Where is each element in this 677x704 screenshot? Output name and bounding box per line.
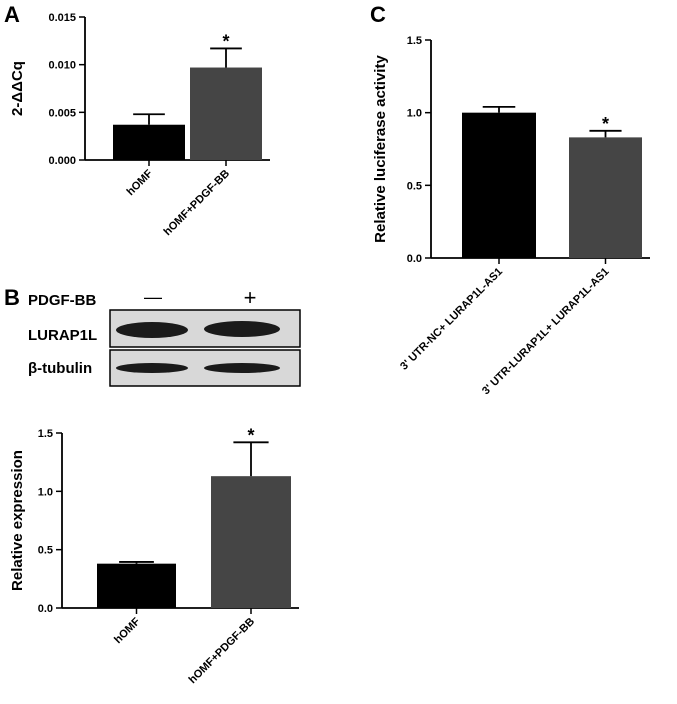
- chart-b-y-tick-label: 0.5: [38, 545, 53, 557]
- chart-c-y-tick-label: 0.0: [407, 253, 422, 265]
- blot-lane-sign-2: +: [244, 285, 257, 310]
- chart-b-bar: [211, 476, 291, 608]
- panel-label-b: B: [4, 285, 20, 310]
- panel-label-c: C: [370, 2, 386, 27]
- chart-a-qpcr: 0.000 0.005 0.010 0.015 2-ΔΔCq hOMF * hOMF+PDGF…: [9, 12, 270, 238]
- chart-b-relative-expression: 0.0 0.5 1.0 1.5 Relative expression hOMF * hOMF…: [9, 425, 299, 686]
- chart-c-bar: [462, 112, 536, 259]
- blot-lane-sign-1: —: [144, 287, 162, 307]
- chart-c-bar: [569, 137, 642, 258]
- blot-band-lurap1l-lane2: [204, 321, 280, 337]
- chart-b-significance-marker: *: [247, 425, 254, 445]
- chart-c-y-tick-label: 1.5: [407, 35, 422, 47]
- chart-b-y-tick-label: 1.5: [38, 428, 53, 440]
- chart-a-bar: [113, 124, 185, 160]
- chart-c-category-label: 3' UTR-NC+ LURAP1L-AS1: [398, 266, 505, 373]
- chart-c-luciferase: 0.0 0.5 1.0 1.5 Relative luciferase activity…: [372, 35, 650, 397]
- blot-row-label-lurap1l: LURAP1L: [28, 327, 97, 344]
- chart-c-category-label: 3' UTR-LURAP1L+ LURAP1L-AS1: [480, 266, 612, 398]
- chart-a-y-tick-label: 0.000: [48, 155, 76, 167]
- blot-band-lurap1l-lane1: [116, 322, 188, 338]
- chart-a-bar: [190, 67, 262, 160]
- chart-b-y-label: Relative expression: [9, 450, 26, 591]
- panel-label-a: A: [4, 2, 20, 27]
- blot-band-tubulin-lane2: [204, 363, 280, 373]
- chart-c-y-tick-label: 0.5: [407, 180, 422, 192]
- chart-a-y-label: 2-ΔΔCq: [9, 61, 26, 116]
- chart-b-category-label: hOMF: [112, 615, 143, 646]
- blot-treatment-label: PDGF-BB: [28, 292, 96, 309]
- chart-b-bar: [97, 563, 176, 608]
- blot-band-tubulin-lane1: [116, 363, 188, 373]
- chart-a-significance-marker: *: [222, 31, 229, 51]
- chart-a-y-tick-label: 0.015: [48, 12, 76, 24]
- western-blot: PDGF-BB — + LURAP1L β-tubulin: [28, 285, 301, 387]
- chart-c-y-tick-label: 1.0: [407, 108, 422, 120]
- chart-b-y-tick-label: 0.0: [38, 603, 53, 615]
- chart-c-y-label: Relative luciferase activity: [372, 55, 389, 243]
- chart-b-y-tick-label: 1.0: [38, 486, 53, 498]
- blot-row-label-tubulin: β-tubulin: [28, 360, 92, 377]
- chart-a-y-tick-label: 0.005: [48, 107, 76, 119]
- chart-a-category-label: hOMF: [125, 167, 156, 198]
- chart-a-y-tick-label: 0.010: [48, 60, 76, 72]
- chart-b-category-label: hOMF+PDGF-BB: [187, 616, 258, 687]
- chart-a-category-label: hOMF+PDGF-BB: [162, 168, 233, 239]
- chart-c-significance-marker: *: [602, 114, 609, 134]
